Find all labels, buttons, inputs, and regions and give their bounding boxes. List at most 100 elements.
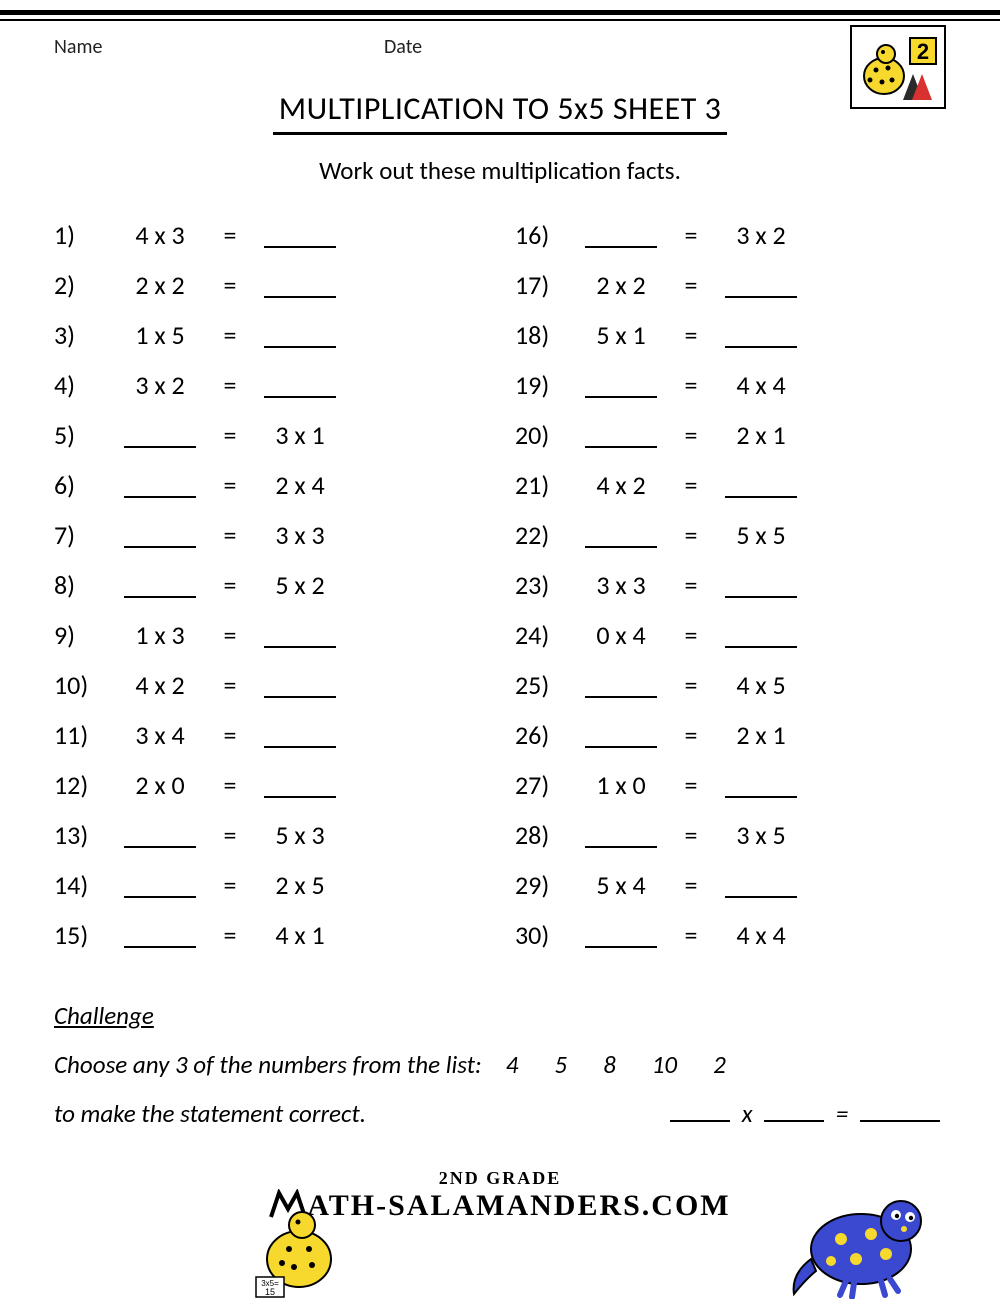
challenge-text-1: Choose any 3 of the numbers from the lis… [54, 1049, 482, 1080]
svg-text:15: 15 [265, 1287, 275, 1297]
answer-blank[interactable] [264, 628, 336, 648]
answer-blank[interactable] [124, 428, 196, 448]
problem-right[interactable] [250, 619, 350, 651]
problem-right: 5 x 2 [250, 569, 350, 601]
answer-blank[interactable] [124, 578, 196, 598]
equals-sign: = [210, 719, 250, 751]
problem-number: 30) [515, 919, 571, 951]
answer-blank[interactable] [124, 828, 196, 848]
problem-right[interactable] [711, 769, 811, 801]
equals-sign: = [671, 469, 711, 501]
problem-row: 8)=5 x 2 [54, 560, 485, 610]
problem-row: 1)4 x 3= [54, 210, 485, 260]
problem-left[interactable] [110, 419, 210, 451]
problem-left[interactable] [110, 569, 210, 601]
challenge-number: 4 [506, 1049, 519, 1080]
problem-right[interactable] [711, 269, 811, 301]
answer-blank[interactable] [264, 778, 336, 798]
answer-blank[interactable] [124, 528, 196, 548]
equals-sign: = [671, 319, 711, 351]
answer-blank[interactable] [264, 728, 336, 748]
problem-left[interactable] [110, 919, 210, 951]
answer-blank[interactable] [725, 478, 797, 498]
challenge-eq: = [836, 1098, 848, 1129]
challenge-blank-a[interactable] [670, 1104, 730, 1122]
challenge-text-2: to make the statement correct. [54, 1098, 366, 1129]
problem-row: 13)=5 x 3 [54, 810, 485, 860]
problem-number: 12) [54, 769, 110, 801]
problem-left: 2 x 2 [571, 269, 671, 301]
answer-blank[interactable] [725, 278, 797, 298]
problem-left[interactable] [571, 819, 671, 851]
answer-blank[interactable] [725, 578, 797, 598]
equals-sign: = [671, 819, 711, 851]
problem-left[interactable] [110, 469, 210, 501]
problem-number: 14) [54, 869, 110, 901]
challenge-numbers: 458102 [488, 1049, 744, 1080]
problem-left[interactable] [571, 719, 671, 751]
problem-left[interactable] [571, 219, 671, 251]
problem-row: 16)=3 x 2 [515, 210, 946, 260]
answer-blank[interactable] [124, 928, 196, 948]
problem-right[interactable] [250, 269, 350, 301]
equals-sign: = [671, 369, 711, 401]
equals-sign: = [671, 919, 711, 951]
equals-sign: = [210, 469, 250, 501]
answer-blank[interactable] [725, 878, 797, 898]
problem-right[interactable] [250, 319, 350, 351]
answer-blank[interactable] [585, 428, 657, 448]
problem-row: 22)=5 x 5 [515, 510, 946, 560]
problem-row: 3)1 x 5= [54, 310, 485, 360]
problem-left[interactable] [571, 919, 671, 951]
answer-blank[interactable] [585, 828, 657, 848]
problem-right[interactable] [250, 669, 350, 701]
problem-right[interactable] [250, 769, 350, 801]
problem-row: 29)5 x 4= [515, 860, 946, 910]
challenge-blank-result[interactable] [860, 1104, 940, 1122]
problem-row: 18)5 x 1= [515, 310, 946, 360]
answer-blank[interactable] [585, 528, 657, 548]
problem-right[interactable] [711, 569, 811, 601]
problem-number: 26) [515, 719, 571, 751]
problem-right[interactable] [250, 369, 350, 401]
problem-left[interactable] [110, 819, 210, 851]
answer-blank[interactable] [264, 328, 336, 348]
problem-right[interactable] [711, 869, 811, 901]
problems-grid: 1)4 x 3=2)2 x 2=3)1 x 5=4)3 x 2=5)=3 x 1… [54, 210, 946, 960]
problem-left[interactable] [571, 419, 671, 451]
challenge-blank-b[interactable] [764, 1104, 824, 1122]
grade-logo-box: 2 [850, 25, 946, 109]
problem-right[interactable] [711, 469, 811, 501]
answer-blank[interactable] [124, 478, 196, 498]
problem-left[interactable] [110, 519, 210, 551]
problem-right[interactable] [711, 619, 811, 651]
answer-blank[interactable] [264, 678, 336, 698]
answer-blank[interactable] [585, 728, 657, 748]
problem-right[interactable] [250, 219, 350, 251]
name-label: Name [54, 35, 102, 59]
answer-blank[interactable] [264, 278, 336, 298]
answer-blank[interactable] [725, 328, 797, 348]
answer-blank[interactable] [725, 628, 797, 648]
problem-left[interactable] [110, 869, 210, 901]
challenge-number: 5 [554, 1049, 567, 1080]
problem-left[interactable] [571, 519, 671, 551]
problem-row: 6)=2 x 4 [54, 460, 485, 510]
problem-right: 4 x 5 [711, 669, 811, 701]
answer-blank[interactable] [585, 228, 657, 248]
answer-blank[interactable] [585, 678, 657, 698]
problem-left[interactable] [571, 369, 671, 401]
answer-blank[interactable] [264, 228, 336, 248]
problem-row: 27)1 x 0= [515, 760, 946, 810]
answer-blank[interactable] [725, 778, 797, 798]
answer-blank[interactable] [124, 878, 196, 898]
answer-blank[interactable] [585, 928, 657, 948]
answer-blank[interactable] [264, 378, 336, 398]
challenge-number: 8 [603, 1049, 616, 1080]
problem-left[interactable] [571, 669, 671, 701]
problem-right[interactable] [711, 319, 811, 351]
equals-sign: = [671, 669, 711, 701]
problem-row: 20)=2 x 1 [515, 410, 946, 460]
answer-blank[interactable] [585, 378, 657, 398]
problem-right[interactable] [250, 719, 350, 751]
